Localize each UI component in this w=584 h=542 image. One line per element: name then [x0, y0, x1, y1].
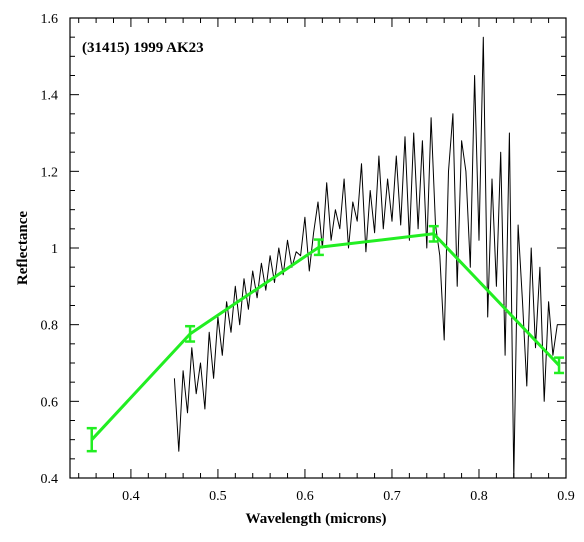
- photometry-point: [428, 224, 439, 243]
- x-tick-label: 0.4: [122, 489, 140, 504]
- photometry-point: [313, 238, 324, 257]
- y-tick-label: 1.4: [41, 89, 59, 104]
- y-tick-label: 1.6: [41, 12, 59, 27]
- spectrum-series: [173, 36, 558, 479]
- photometry-point: [86, 426, 97, 453]
- y-tick-label: 0.4: [41, 472, 59, 487]
- y-tick-label: 0.8: [41, 319, 59, 334]
- y-tick-labels: 0.4 0.6 0.8 1 1.2 1.4 1.6: [41, 12, 59, 487]
- axis-ticks: [70, 17, 567, 479]
- x-tick-label: 0.7: [383, 489, 401, 504]
- y-tick-label: 1.2: [41, 165, 59, 180]
- spectrum-line: [173, 36, 558, 479]
- photometry-point: [185, 324, 196, 343]
- photometry-point: [554, 356, 565, 375]
- x-axis-title: Wavelength (microns): [246, 511, 387, 527]
- y-tick-label: 1: [51, 242, 58, 257]
- x-tick-label: 0.5: [209, 489, 227, 504]
- chart-title: (31415) 1999 AK23: [82, 40, 204, 56]
- y-tick-label: 0.6: [41, 395, 59, 410]
- x-tick-label: 0.9: [557, 489, 575, 504]
- photometry-series: [86, 224, 565, 453]
- x-tick-label: 0.6: [296, 489, 314, 504]
- x-tick-labels: 0.4 0.5 0.6 0.7 0.8 0.9: [122, 489, 575, 504]
- x-tick-label: 0.8: [470, 489, 488, 504]
- y-axis-title: Reflectance: [15, 211, 31, 285]
